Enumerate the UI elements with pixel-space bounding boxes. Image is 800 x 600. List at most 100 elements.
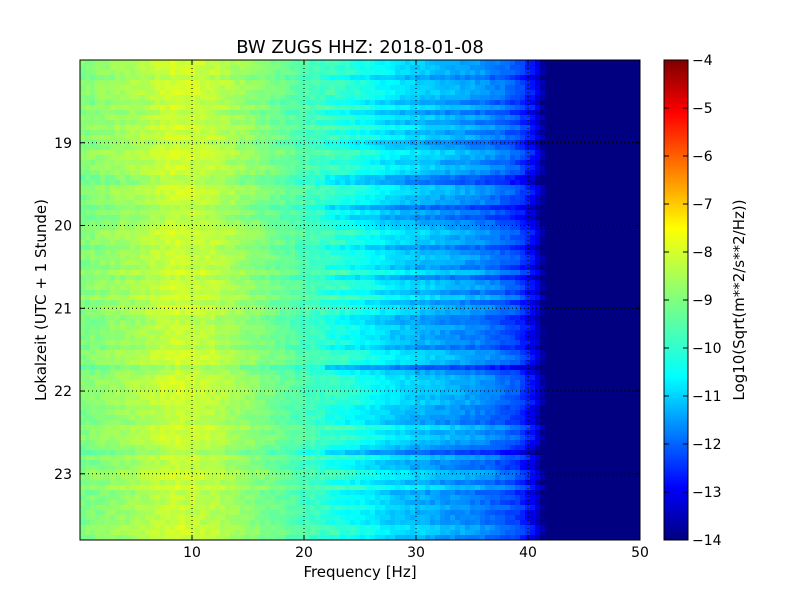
heatmap-cell <box>560 125 566 131</box>
heatmap-cell <box>420 175 426 181</box>
heatmap-cell <box>190 105 196 111</box>
heatmap-cell <box>545 125 551 131</box>
heatmap-cell <box>445 230 451 236</box>
heatmap-cell <box>555 215 561 221</box>
heatmap-cell <box>345 80 351 86</box>
heatmap-cell <box>300 75 306 81</box>
heatmap-cell <box>450 115 456 121</box>
heatmap-cell <box>465 65 471 71</box>
heatmap-cell <box>485 275 491 281</box>
heatmap-cell <box>105 195 111 201</box>
heatmap-cell <box>190 185 196 191</box>
heatmap-cell <box>535 175 541 181</box>
heatmap-cell <box>555 70 561 76</box>
heatmap-cell <box>145 100 151 106</box>
heatmap-cell <box>580 165 586 171</box>
heatmap-cell <box>635 165 640 171</box>
heatmap-cell <box>540 165 546 171</box>
heatmap-cell <box>475 270 481 276</box>
heatmap-cell <box>285 120 291 126</box>
heatmap-cell <box>595 125 601 131</box>
heatmap-cell <box>200 70 206 76</box>
heatmap-cell <box>590 190 596 196</box>
heatmap-cell <box>540 185 546 191</box>
heatmap-cell <box>300 135 306 141</box>
heatmap-cell <box>190 255 196 261</box>
heatmap-cell <box>615 95 621 101</box>
heatmap-cell <box>95 180 101 186</box>
heatmap-cell <box>405 60 411 66</box>
heatmap-cell <box>585 275 591 281</box>
heatmap-cell <box>130 265 136 271</box>
heatmap-cell <box>595 205 601 211</box>
heatmap-cell <box>520 150 526 156</box>
heatmap-cell <box>190 250 196 256</box>
heatmap-cell <box>570 260 576 266</box>
heatmap-cell <box>420 215 426 221</box>
heatmap-cell <box>530 125 536 131</box>
heatmap-cell <box>615 195 621 201</box>
heatmap-cell <box>580 120 586 126</box>
heatmap-cell <box>245 95 251 101</box>
heatmap-cell <box>475 65 481 71</box>
heatmap-cell <box>175 185 181 191</box>
heatmap-cell <box>605 60 611 66</box>
heatmap-cell <box>100 225 106 231</box>
heatmap-cell <box>625 100 631 106</box>
heatmap-cell <box>585 270 591 276</box>
heatmap-cell <box>150 75 156 81</box>
heatmap-cell <box>440 140 446 146</box>
heatmap-cell <box>500 160 506 166</box>
heatmap-cell <box>255 185 261 191</box>
heatmap-cell <box>435 110 441 116</box>
heatmap-cell <box>185 270 191 276</box>
heatmap-cell <box>300 160 306 166</box>
heatmap-cell <box>555 60 561 66</box>
heatmap-cell <box>135 135 141 141</box>
heatmap-cell <box>345 75 351 81</box>
heatmap-cell <box>255 70 261 76</box>
heatmap-cell <box>265 270 271 276</box>
heatmap-cell <box>175 235 181 241</box>
heatmap-cell <box>290 165 296 171</box>
heatmap-cell <box>345 275 351 281</box>
heatmap-cell <box>125 230 131 236</box>
heatmap-cell <box>125 170 131 176</box>
heatmap-cell <box>165 145 171 151</box>
heatmap-cell <box>210 85 216 91</box>
heatmap-cell <box>360 245 366 251</box>
heatmap-cell <box>285 250 291 256</box>
heatmap-cell <box>125 235 131 241</box>
heatmap-cell <box>295 95 301 101</box>
heatmap-cell <box>310 150 316 156</box>
heatmap-cell <box>555 230 561 236</box>
heatmap-cell <box>255 280 261 286</box>
heatmap-cell <box>465 140 471 146</box>
heatmap-cell <box>335 90 341 96</box>
heatmap-cell <box>600 125 606 131</box>
heatmap-cell <box>615 155 621 161</box>
heatmap-cell <box>180 210 186 216</box>
heatmap-cell <box>415 260 421 266</box>
heatmap-cell <box>625 60 631 66</box>
heatmap-cell <box>110 100 116 106</box>
heatmap-cell <box>495 275 501 281</box>
heatmap-cell <box>285 185 291 191</box>
heatmap-cell <box>610 235 616 241</box>
heatmap-cell <box>610 160 616 166</box>
heatmap-cell <box>170 180 176 186</box>
heatmap-cell <box>510 60 516 66</box>
heatmap-cell <box>135 180 141 186</box>
heatmap-cell <box>95 250 101 256</box>
heatmap-cell <box>145 195 151 201</box>
heatmap-cell <box>620 240 626 246</box>
heatmap-cell <box>220 105 226 111</box>
heatmap-cell <box>320 150 326 156</box>
heatmap-cell <box>165 275 171 281</box>
heatmap-cell <box>225 170 231 176</box>
heatmap-cell <box>260 195 266 201</box>
heatmap-cell <box>90 130 96 136</box>
heatmap-cell <box>590 210 596 216</box>
heatmap-cell <box>455 195 461 201</box>
heatmap-cell <box>495 250 501 256</box>
